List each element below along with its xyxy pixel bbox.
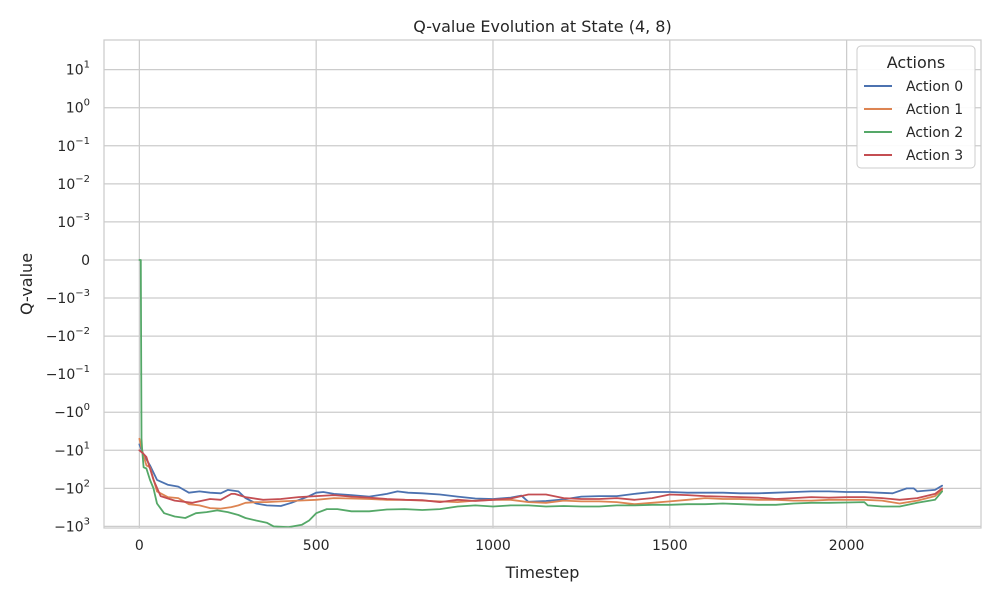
legend: Actions Action 0 Action 1 Action 2 Action 3 <box>856 45 976 169</box>
plot-background <box>104 40 981 528</box>
y-tick-label: 10−3 <box>57 212 90 231</box>
x-axis-label: Timestep <box>505 563 580 582</box>
grid <box>104 40 981 528</box>
y-tick-labels: 101 100 10−1 10−2 10−3 0 −10−3 −10−2 −10−1 −100 −1… <box>46 60 90 536</box>
y-tick-label: −10−3 <box>46 288 90 307</box>
series-line-action-3 <box>138 449 943 504</box>
legend-entry-label: Action 0 <box>906 79 963 95</box>
legend-items: Action 0 Action 1 Action 2 Action 3 <box>864 79 963 164</box>
series-lines <box>138 259 943 529</box>
y-tick-label: −10−2 <box>46 326 90 345</box>
y-tick-label: 10−2 <box>57 174 90 193</box>
x-tick-labels: 0 500 1000 1500 2000 <box>135 538 865 554</box>
plot-frame <box>103 39 982 529</box>
x-tick-label: 1500 <box>652 538 688 554</box>
y-tick-label: −100 <box>54 402 90 421</box>
legend-box <box>856 45 976 169</box>
y-axis-label: Q-value <box>17 253 36 315</box>
series-line-action-2 <box>138 259 943 529</box>
x-tick-label: 500 <box>303 538 330 554</box>
legend-title: Actions <box>887 53 945 72</box>
chart-title: Q-value Evolution at State (4, 8) <box>413 17 671 36</box>
legend-entry-label: Action 1 <box>906 102 963 118</box>
y-tick-label: 100 <box>66 98 90 117</box>
y-tick-label: −101 <box>54 440 90 459</box>
x-tick-label: 1000 <box>475 538 511 554</box>
x-tick-label: 2000 <box>829 538 865 554</box>
series-line-action-0 <box>138 443 943 507</box>
y-tick-label: 101 <box>66 60 90 79</box>
y-tick-label: −10−1 <box>46 364 90 383</box>
y-tick-label: −102 <box>54 478 90 497</box>
legend-entry-label: Action 2 <box>906 125 963 141</box>
y-tick-label: 10−1 <box>57 136 90 155</box>
y-tick-label: −103 <box>54 516 90 535</box>
y-tick-label: 0 <box>81 253 90 269</box>
legend-entry-label: Action 3 <box>906 148 963 164</box>
x-tick-label: 0 <box>135 538 144 554</box>
